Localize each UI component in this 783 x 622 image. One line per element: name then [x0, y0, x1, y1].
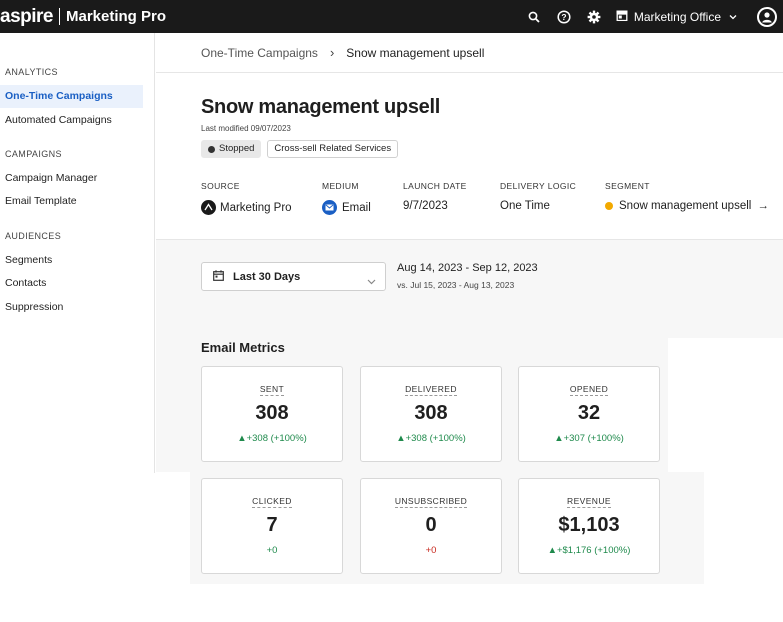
date-range-select[interactable]: Last 30 Days [201, 262, 386, 291]
metric-label-delivered: DELIVERED [361, 384, 501, 396]
sidebar-section-campaigns: CAMPAIGNS [5, 149, 62, 159]
meta-segment-value: Snow management upsell [619, 200, 752, 212]
top-bar: aspire Marketing Pro ? Marketing Office [0, 0, 783, 33]
meta-logic-label: DELIVERY LOGIC [500, 181, 577, 191]
metric-value-delivered: 308 [414, 402, 448, 424]
calendar-icon [213, 268, 224, 286]
breadcrumb-separator: › [329, 45, 335, 60]
sidebar-item-email-template[interactable]: Email Template [5, 195, 77, 207]
breadcrumb-current: Snow management upsell [346, 45, 485, 60]
aspire-logo: aspire [0, 5, 53, 27]
metric-label-revenue-text[interactable]: REVENUE [567, 496, 611, 508]
meta-segment: SEGMENT Snow management upsell → [605, 181, 769, 212]
sidebar-item-segments[interactable]: Segments [5, 254, 53, 266]
arrow-right-icon: → [757, 200, 769, 212]
campaign-meta: SOURCE Marketing Pro MEDIUM Email LAUNCH… [201, 181, 781, 221]
metric-card-clicked: CLICKED 7 +0 [201, 478, 343, 574]
metric-delta-unsubscribed: +0 [425, 545, 437, 556]
metric-label-sent: SENT [202, 384, 342, 396]
last-modified: Last modified 09/07/2023 [201, 124, 291, 133]
gear-icon[interactable] [586, 9, 602, 25]
metric-value-revenue: $1,103 [558, 514, 620, 536]
brand-divider [58, 8, 60, 25]
metric-card-sent: SENT 308 ▲+308 (+100%) [201, 366, 343, 462]
product-name: Marketing Pro [65, 8, 167, 25]
metric-delta-revenue: ▲+$1,176 (+100%) [547, 545, 631, 556]
help-icon[interactable]: ? [556, 9, 572, 25]
sidebar-item-automated-campaigns[interactable]: Automated Campaigns [5, 114, 112, 126]
tag-badge: Cross-sell Related Services [267, 140, 399, 158]
sidebar-section-analytics: ANALYTICS [5, 67, 58, 77]
date-range-text: Aug 14, 2023 - Sep 12, 2023 [397, 262, 538, 274]
metric-delta-clicked: +0 [266, 545, 278, 556]
metric-label-unsubscribed-text[interactable]: UNSUBSCRIBED [394, 496, 468, 508]
user-avatar-icon[interactable] [757, 6, 777, 27]
metric-card-delivered: DELIVERED 308 ▲+308 (+100%) [360, 366, 502, 462]
meta-launch-label: LAUNCH DATE [403, 181, 467, 191]
svg-text:?: ? [561, 12, 566, 22]
metrics-panel-edge [668, 338, 783, 472]
metric-label-opened-text[interactable]: OPENED [569, 384, 609, 396]
meta-medium-value-row: Email [322, 200, 371, 215]
metric-value-unsubscribed: 0 [425, 514, 437, 536]
campaign-header: Snow management upsell Last modified 09/… [156, 74, 783, 240]
sidebar-item-campaign-manager[interactable]: Campaign Manager [5, 172, 98, 184]
status-badge: Stopped [201, 140, 262, 158]
metric-label-delivered-text[interactable]: DELIVERED [405, 384, 457, 396]
sidebar-section-audiences: AUDIENCES [5, 231, 62, 241]
email-icon [322, 200, 337, 215]
metric-value-opened: 32 [577, 402, 601, 424]
metric-label-sent-text[interactable]: SENT [259, 384, 285, 396]
sidebar-item-contacts[interactable]: Contacts [5, 277, 47, 289]
meta-delivery-logic: DELIVERY LOGIC One Time [500, 181, 576, 212]
metric-delta-opened: ▲+307 (+100%) [554, 433, 624, 444]
meta-logic-value: One Time [500, 200, 550, 212]
metric-value-sent: 308 [255, 402, 289, 424]
meta-source-value: Marketing Pro [220, 201, 292, 214]
metric-label-clicked-text[interactable]: CLICKED [252, 496, 292, 508]
store-icon [616, 10, 628, 24]
office-switcher[interactable]: Marketing Office [616, 10, 737, 24]
marketing-pro-icon [201, 200, 216, 215]
page-title: Snow management upsell [201, 96, 441, 118]
comparison-range-text: vs. Jul 15, 2023 - Aug 13, 2023 [397, 280, 515, 290]
meta-source-label: SOURCE [201, 181, 240, 191]
meta-medium: MEDIUM Email [322, 181, 371, 215]
metric-label-unsubscribed: UNSUBSCRIBED [361, 496, 501, 508]
segment-link[interactable]: Snow management upsell → [605, 200, 769, 212]
metric-delta-sent: ▲+308 (+100%) [237, 433, 307, 444]
email-metrics-title: Email Metrics [201, 340, 285, 355]
campaign-badges: Stopped Cross-sell Related Services [201, 140, 404, 158]
metric-card-unsubscribed: UNSUBSCRIBED 0 +0 [360, 478, 502, 574]
status-badge-label: Stopped [219, 143, 255, 154]
search-icon[interactable] [526, 9, 542, 25]
meta-medium-label: MEDIUM [322, 181, 359, 191]
metric-label-opened: OPENED [519, 384, 659, 396]
breadcrumb: One-Time Campaigns › Snow management ups… [156, 33, 783, 73]
breadcrumb-parent-link[interactable]: One-Time Campaigns [201, 45, 318, 60]
meta-source: SOURCE Marketing Pro [201, 181, 292, 215]
office-label: Marketing Office [633, 9, 721, 24]
meta-source-value-row: Marketing Pro [201, 200, 292, 215]
metric-card-revenue: REVENUE $1,103 ▲+$1,176 (+100%) [518, 478, 660, 574]
sidebar-item-one-time-campaigns[interactable]: One-Time Campaigns [0, 85, 143, 108]
topbar-actions: ? Marketing Office [526, 0, 783, 33]
meta-medium-value: Email [342, 201, 371, 214]
chevron-down-icon [367, 272, 376, 290]
meta-launch: LAUNCH DATE 9/7/2023 [403, 181, 467, 212]
sidebar: ANALYTICS One-Time Campaigns Automated C… [0, 33, 155, 473]
meta-launch-value: 9/7/2023 [403, 200, 448, 212]
chevron-down-icon [729, 12, 737, 22]
brand[interactable]: aspire Marketing Pro [0, 0, 166, 33]
stopped-icon [208, 145, 215, 153]
metric-label-clicked: CLICKED [202, 496, 342, 508]
metric-delta-delivered: ▲+308 (+100%) [396, 433, 466, 444]
metric-label-revenue: REVENUE [519, 496, 659, 508]
date-range-value: Last 30 Days [233, 270, 301, 283]
sidebar-item-suppression[interactable]: Suppression [5, 301, 64, 313]
segment-dot-icon [605, 202, 613, 210]
metric-card-opened: OPENED 32 ▲+307 (+100%) [518, 366, 660, 462]
meta-segment-label: SEGMENT [605, 181, 650, 191]
metric-value-clicked: 7 [266, 514, 278, 536]
